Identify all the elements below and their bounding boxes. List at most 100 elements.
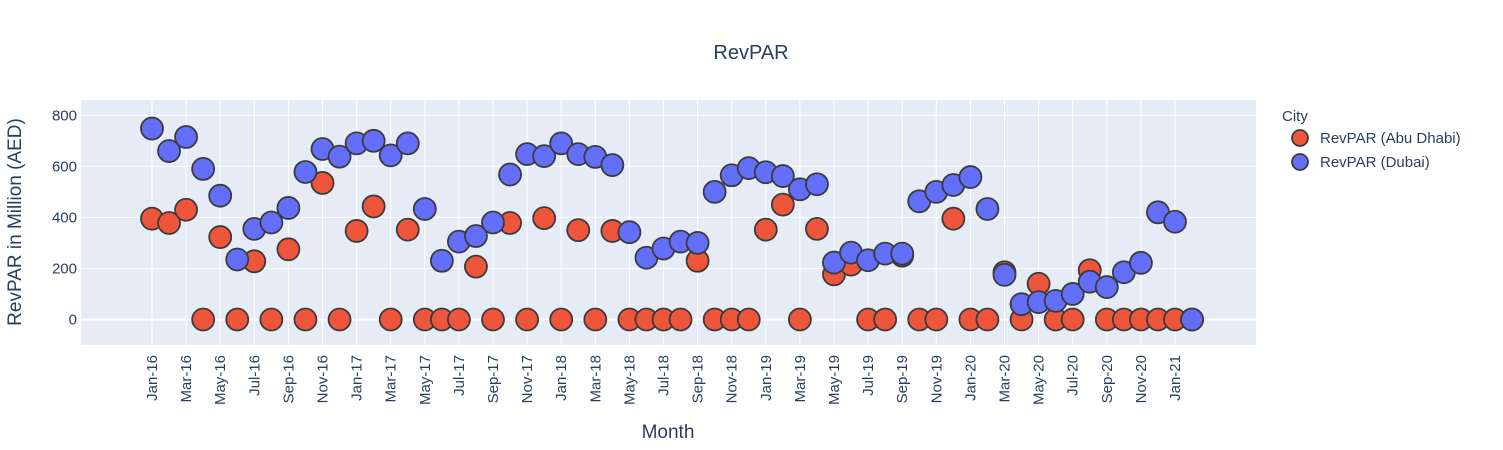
x-tick-label: Sep-17 [485, 355, 502, 403]
data-point [1180, 307, 1204, 332]
chart-title: RevPAR [713, 42, 788, 64]
data-point [1129, 250, 1153, 275]
x-tick-label: May-19 [826, 355, 843, 405]
x-tick-label: Jul-18 [656, 355, 673, 396]
data-point [975, 197, 1000, 221]
legend-label: RevPAR (Abu Dhabi) [1320, 130, 1461, 147]
data-point [788, 307, 812, 332]
data-point [1060, 307, 1085, 332]
data-points [140, 116, 1204, 332]
data-point [685, 231, 710, 255]
data-point [191, 307, 216, 332]
data-point [941, 206, 966, 231]
x-tick-label: Nov-17 [519, 355, 536, 403]
data-point [958, 165, 983, 189]
data-point [174, 197, 199, 222]
data-point [549, 307, 574, 332]
x-tick-label: Jan-16 [144, 355, 161, 401]
data-point [446, 307, 471, 332]
x-tick-label: Jul-19 [860, 355, 877, 396]
data-point [924, 307, 949, 332]
x-tick-label: Nov-19 [928, 355, 945, 403]
data-point [276, 237, 301, 262]
x-tick-label: Jul-16 [246, 355, 263, 396]
x-tick-label: Mar-17 [383, 355, 400, 403]
x-axis-title: Month [642, 422, 695, 443]
x-tick-label: Sep-18 [690, 355, 707, 403]
data-point [702, 179, 727, 204]
data-point [992, 262, 1017, 287]
data-point [770, 164, 795, 188]
data-point [225, 247, 250, 272]
data-point [259, 210, 284, 235]
x-tick-label: Jan-19 [758, 355, 775, 401]
y-tick-label: 800 [52, 107, 77, 124]
x-tick-label: Nov-16 [315, 355, 332, 403]
data-point [617, 220, 642, 245]
x-tick-label: Jul-17 [451, 355, 468, 396]
x-tick-label: Jan-20 [962, 355, 979, 401]
data-point [532, 206, 557, 231]
data-point [583, 307, 608, 332]
y-tick-label: 400 [52, 209, 77, 226]
y-tick-label: 0 [69, 311, 77, 328]
x-axis-ticks: Jan-16 Mar-16 May-16 Jul-16 Sep-16 Nov-16 Jan-… [144, 355, 1184, 405]
y-axis-ticks: 0 200 400 600 800 [52, 107, 77, 328]
data-point [327, 144, 352, 169]
data-point [668, 307, 693, 332]
x-tick-label: Mar-16 [178, 355, 195, 403]
data-point [174, 125, 199, 149]
data-point [225, 307, 250, 332]
x-tick-label: Jan-21 [1167, 355, 1184, 401]
x-tick-label: Jul-20 [1065, 355, 1082, 396]
data-point [361, 194, 386, 219]
y-axis-title: RevPAR in Million (AED) [5, 118, 26, 326]
data-point [753, 217, 778, 242]
data-point [310, 171, 335, 195]
data-point [890, 241, 915, 266]
data-point [293, 307, 318, 332]
data-point [157, 139, 181, 163]
x-tick-label: Sep-19 [894, 355, 911, 403]
data-point [412, 197, 437, 221]
data-point [600, 153, 625, 177]
x-tick-label: May-17 [417, 355, 434, 405]
x-tick-label: Jan-18 [553, 355, 570, 401]
data-point [395, 131, 420, 156]
legend-marker [1291, 129, 1309, 147]
data-point [805, 216, 829, 241]
x-tick-label: May-18 [621, 355, 638, 405]
x-gridlines [151, 100, 1176, 345]
data-point [975, 307, 1000, 332]
data-point [378, 143, 403, 168]
data-point [481, 210, 505, 235]
data-point [259, 307, 284, 332]
data-point [770, 192, 795, 217]
data-point [378, 307, 403, 332]
data-point [566, 218, 591, 243]
y-tick-label: 600 [52, 158, 77, 175]
data-point [873, 307, 898, 332]
x-tick-label: Sep-16 [280, 355, 297, 403]
series-revpar-dubai [140, 116, 1204, 332]
data-point [464, 254, 488, 279]
legend: City RevPAR (Abu Dhabi) RevPAR (Dubai) [1282, 108, 1461, 171]
data-point [1060, 282, 1085, 306]
legend-marker [1291, 153, 1309, 171]
data-point [191, 157, 216, 181]
data-point [344, 219, 369, 243]
x-tick-label: Nov-18 [724, 355, 741, 403]
data-point [276, 196, 301, 220]
data-point [429, 248, 454, 273]
data-point [293, 160, 318, 184]
data-point [549, 131, 574, 156]
x-tick-label: May-20 [1031, 355, 1048, 405]
data-point [481, 307, 505, 332]
data-point [1163, 209, 1187, 234]
y-tick-label: 200 [52, 260, 77, 277]
data-point [515, 307, 539, 332]
data-point [464, 224, 488, 248]
data-point [361, 128, 386, 153]
data-point [395, 217, 420, 242]
